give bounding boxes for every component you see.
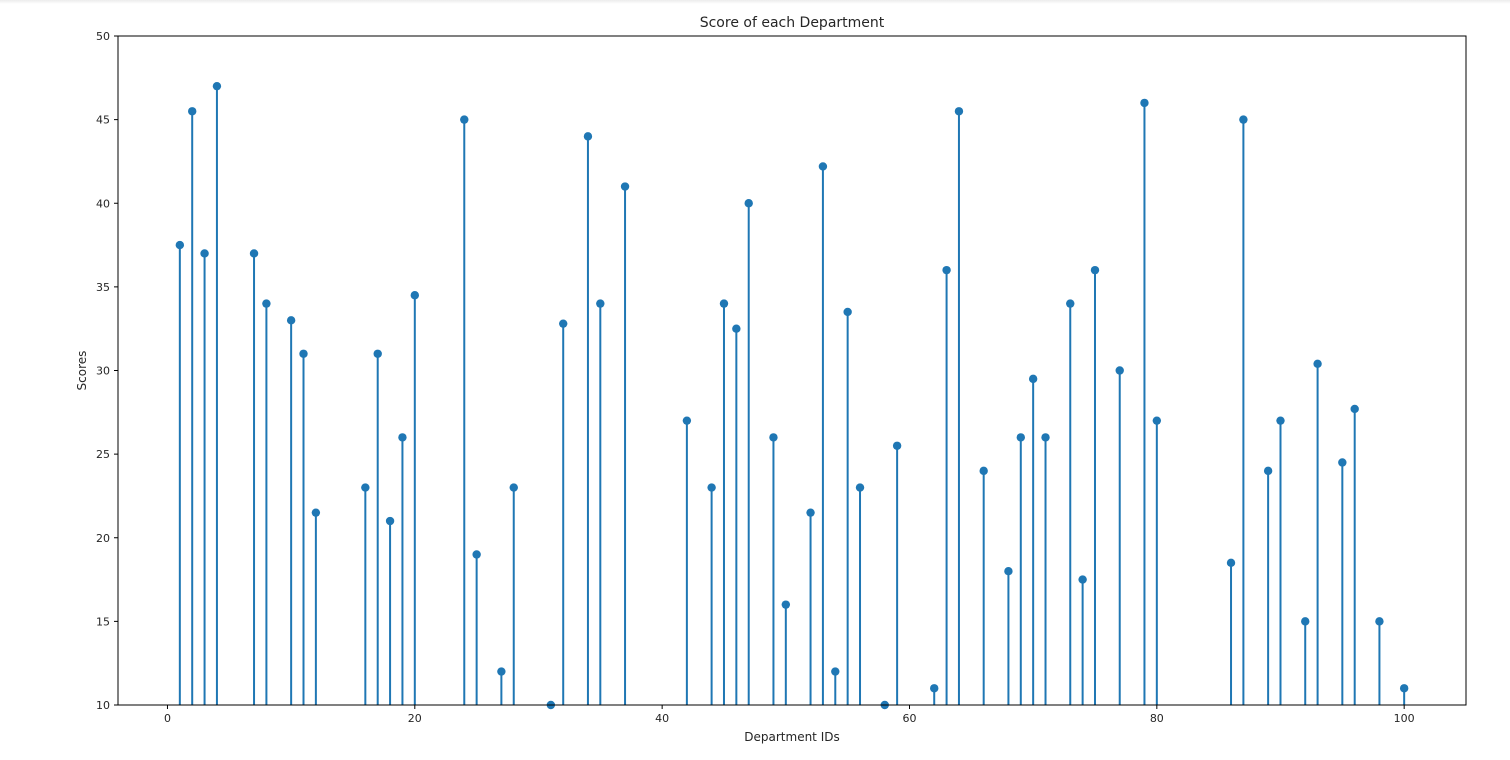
stem-marker — [1041, 433, 1050, 442]
stem-marker — [843, 307, 852, 317]
stem-marker — [497, 667, 506, 676]
stem-marker — [1066, 299, 1075, 308]
stem-marker — [1028, 374, 1038, 384]
stem-marker — [410, 291, 420, 300]
y-tick-label: 40 — [96, 197, 110, 210]
stem-marker — [1090, 265, 1100, 275]
plot-frame — [117, 35, 1467, 706]
stem-marker — [175, 240, 185, 250]
stem-marker — [311, 508, 321, 517]
stem-marker — [299, 349, 308, 358]
x-tick-label: 80 — [1150, 712, 1164, 725]
x-axis-label: Department IDs — [744, 730, 839, 744]
y-tick-label: 15 — [96, 615, 110, 628]
y-tick-label: 25 — [96, 448, 110, 461]
stem-marker — [892, 441, 902, 450]
stem-marker — [188, 107, 197, 116]
x-tick-label: 40 — [655, 712, 669, 725]
stem-marker — [1140, 98, 1149, 108]
stem-marker — [707, 483, 716, 492]
stem-marker — [385, 516, 395, 526]
stem-marker — [373, 349, 382, 358]
stem-marker — [596, 299, 605, 308]
top-shadow-band — [0, 0, 1510, 4]
stem-marker — [1263, 466, 1273, 476]
markers-layer — [175, 81, 1409, 710]
stem-marker — [583, 132, 593, 141]
x-tick-label: 0 — [164, 712, 171, 725]
stem-marker — [855, 483, 865, 492]
stem-marker — [1301, 617, 1310, 626]
stem-marker — [262, 299, 271, 308]
y-axis-ticks: 10 15 20 25 30 35 40 45 50 — [96, 30, 118, 712]
stem-marker — [361, 483, 370, 492]
stem-marker — [460, 115, 469, 124]
stem-marker — [509, 483, 518, 492]
stem-marker — [1239, 115, 1248, 124]
stem-marker — [979, 466, 988, 476]
y-tick-label: 50 — [96, 30, 110, 43]
y-tick-label: 35 — [96, 281, 110, 294]
x-tick-label: 100 — [1394, 712, 1415, 725]
stem-marker — [1226, 558, 1236, 568]
stem-marker — [1276, 416, 1285, 425]
stem-marker — [1004, 567, 1013, 576]
stem-marker — [1016, 433, 1025, 442]
stem-marker — [398, 433, 407, 442]
stem-marker — [620, 182, 630, 191]
stem-marker — [682, 416, 692, 425]
stems-layer — [178, 86, 1406, 705]
stem-marker — [930, 684, 939, 693]
stem-marker — [249, 249, 259, 258]
stem-marker — [472, 550, 481, 559]
stem-marker — [200, 249, 209, 258]
stem-marker — [212, 81, 222, 91]
y-axis-label: Scores — [75, 351, 89, 391]
stem-marker — [1078, 575, 1087, 584]
stem-marker — [732, 324, 741, 333]
stem-marker — [1399, 684, 1409, 693]
stem-marker — [769, 433, 778, 442]
y-tick-label: 20 — [96, 532, 110, 545]
stem-marker — [744, 199, 753, 208]
stem-marker — [806, 508, 815, 517]
x-axis-ticks: 0 20 40 60 80 100 — [164, 705, 1415, 725]
stem-marker — [1375, 617, 1384, 626]
y-tick-label: 10 — [96, 699, 110, 712]
stem-marker — [831, 667, 840, 676]
stem-marker — [1350, 404, 1359, 414]
stem-marker — [954, 107, 964, 116]
stem-marker — [781, 600, 791, 609]
stem-marker — [1152, 416, 1162, 425]
y-tick-label: 30 — [96, 365, 110, 378]
stem-marker — [942, 265, 951, 275]
stem-marker — [818, 162, 828, 171]
stem-marker — [719, 299, 729, 308]
chart-title: Score of each Department — [700, 15, 885, 31]
stem-marker — [1338, 458, 1347, 467]
x-tick-label: 20 — [408, 712, 422, 725]
stem-marker — [286, 316, 296, 325]
stem-marker — [1313, 359, 1322, 369]
stem-marker — [1115, 366, 1124, 375]
stem-marker — [559, 319, 568, 328]
x-tick-label: 60 — [902, 712, 916, 725]
y-tick-label: 45 — [96, 114, 110, 127]
